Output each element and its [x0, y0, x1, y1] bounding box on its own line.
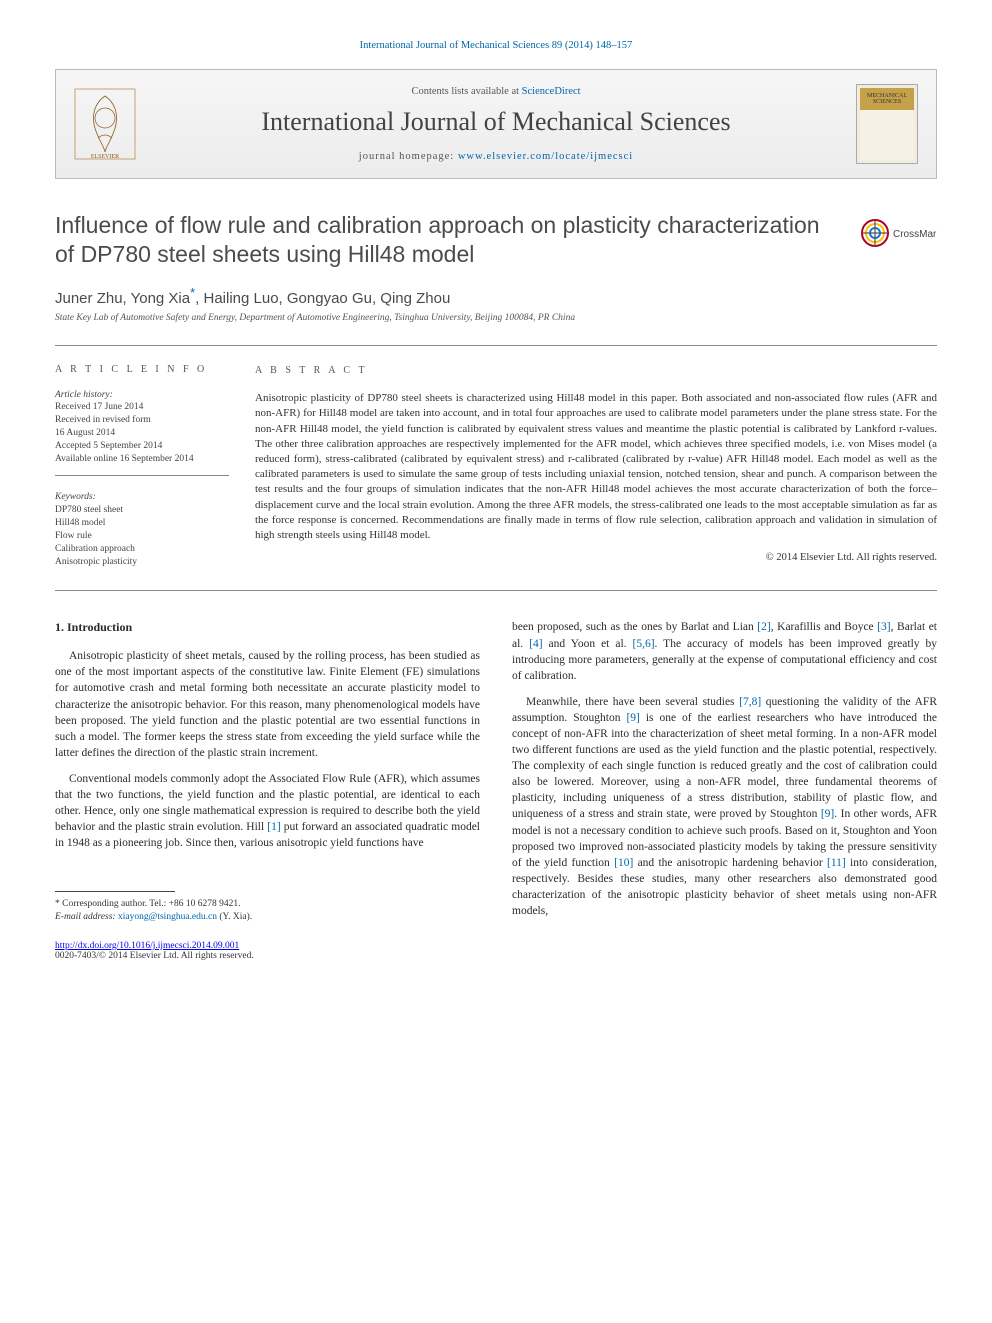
svg-text:ELSEVIER: ELSEVIER — [91, 154, 119, 160]
citation-link[interactable]: [10] — [614, 857, 633, 869]
author-names-2: , Hailing Luo, Gongyao Gu, Qing Zhou — [195, 290, 450, 307]
citation-link[interactable]: [2] — [757, 621, 770, 633]
keyword: Flow rule — [55, 530, 229, 543]
journal-header: ELSEVIER Contents lists available at Sci… — [55, 69, 937, 179]
sciencedirect-link[interactable]: ScienceDirect — [522, 86, 581, 97]
body-paragraph: been proposed, such as the ones by Barla… — [512, 619, 937, 683]
author-list: Juner Zhu, Yong Xia*, Hailing Luo, Gongy… — [55, 285, 937, 307]
keyword: Hill48 model — [55, 517, 229, 530]
crossmark-badge[interactable]: CrossMark — [859, 211, 937, 255]
history-line: Received 17 June 2014 — [55, 401, 229, 414]
article-title: Influence of flow rule and calibration a… — [55, 211, 839, 269]
section-heading: 1. Introduction — [55, 619, 480, 636]
divider — [55, 590, 937, 591]
abstract-copyright: © 2014 Elsevier Ltd. All rights reserved… — [255, 551, 937, 565]
history-line: Accepted 5 September 2014 — [55, 440, 229, 453]
keywords-list: DP780 steel sheet Hill48 model Flow rule… — [55, 504, 229, 568]
citation-link[interactable]: [1] — [267, 821, 280, 833]
article-info-heading: A R T I C L E I N F O — [55, 364, 229, 375]
keyword: Anisotropic plasticity — [55, 556, 229, 569]
crossmark-label: CrossMark — [893, 229, 937, 240]
journal-cover-thumbnail: MECHANICAL SCIENCES — [856, 84, 918, 164]
corresponding-footnote: * Corresponding author. Tel.: +86 10 627… — [55, 898, 480, 924]
keywords-label: Keywords: — [55, 492, 229, 502]
divider — [55, 345, 937, 346]
body-paragraph: Meanwhile, there have been several studi… — [512, 694, 937, 919]
history-line: Received in revised form — [55, 414, 229, 427]
citation-link[interactable]: [9] — [821, 808, 834, 820]
history-line: 16 August 2014 — [55, 427, 229, 440]
history-label: Article history: — [55, 389, 229, 402]
elsevier-logo-icon: ELSEVIER — [74, 88, 136, 160]
keyword: Calibration approach — [55, 543, 229, 556]
email-suffix: (Y. Xia). — [217, 912, 252, 922]
abstract-text: Anisotropic plasticity of DP780 steel sh… — [255, 391, 937, 543]
corresponding-tel: * Corresponding author. Tel.: +86 10 627… — [55, 898, 480, 911]
citation-link[interactable]: [5,6] — [632, 638, 654, 650]
citation-link[interactable]: [9] — [626, 712, 639, 724]
affiliation: State Key Lab of Automotive Safety and E… — [55, 313, 937, 323]
journal-homepage-link[interactable]: www.elsevier.com/locate/ijmecsci — [458, 151, 633, 162]
article-history: Article history: Received 17 June 2014 R… — [55, 389, 229, 477]
contents-available-line: Contents lists available at ScienceDirec… — [136, 86, 856, 97]
journal-name: International Journal of Mechanical Scie… — [136, 107, 856, 137]
contents-prefix: Contents lists available at — [411, 86, 521, 97]
citation-link[interactable]: [11] — [827, 857, 846, 869]
footnote-separator — [55, 891, 175, 892]
body-column-left: 1. Introduction Anisotropic plasticity o… — [55, 619, 480, 929]
citation-link[interactable]: [7,8] — [739, 696, 761, 708]
body-paragraph: Anisotropic plasticity of sheet metals, … — [55, 648, 480, 761]
corresponding-email-link[interactable]: xiayong@tsinghua.edu.cn — [118, 912, 217, 922]
issn-copyright: 0020-7403/© 2014 Elsevier Ltd. All right… — [55, 951, 937, 961]
body-column-right: been proposed, such as the ones by Barla… — [512, 619, 937, 929]
citation-link[interactable]: [3] — [877, 621, 890, 633]
email-label: E-mail address: — [55, 912, 118, 922]
keyword: DP780 steel sheet — [55, 504, 229, 517]
history-line: Available online 16 September 2014 — [55, 453, 229, 466]
running-header: International Journal of Mechanical Scie… — [55, 40, 937, 51]
abstract-heading: A B S T R A C T — [255, 364, 937, 378]
doi-link[interactable]: http://dx.doi.org/10.1016/j.ijmecsci.201… — [55, 941, 239, 951]
homepage-prefix: journal homepage: — [359, 151, 458, 162]
author-names-1: Juner Zhu, Yong Xia — [55, 290, 190, 307]
journal-cover-title: MECHANICAL SCIENCES — [860, 88, 914, 110]
citation-link[interactable]: [4] — [529, 638, 542, 650]
body-paragraph: Conventional models commonly adopt the A… — [55, 771, 480, 851]
journal-homepage-line: journal homepage: www.elsevier.com/locat… — [136, 151, 856, 162]
